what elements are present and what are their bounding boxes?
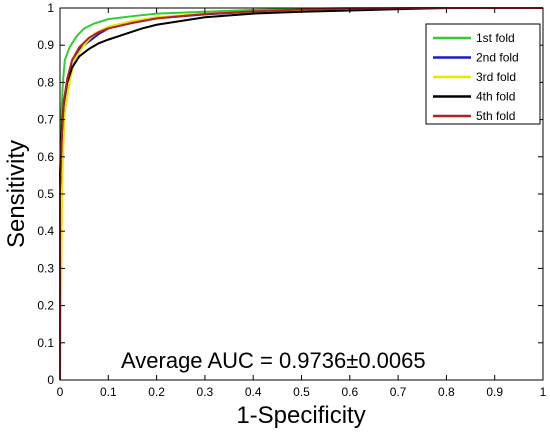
plot-frame <box>59 7 544 381</box>
legend-items: 1st fold 2nd fold 3rd fold 4th fold 5th fold <box>433 31 519 123</box>
x-tick-label: 0 <box>57 385 64 399</box>
y-tick-label: 0.2 <box>37 299 54 313</box>
y-tick-label: 0.7 <box>37 113 54 127</box>
y-tick-label: 0.4 <box>37 224 54 238</box>
x-tick-label: 0.7 <box>390 385 407 399</box>
x-tick-label: 0.3 <box>197 385 214 399</box>
series-line-1 <box>59 7 543 380</box>
x-tick-label: 0.8 <box>438 385 455 399</box>
legend-label: 2nd fold <box>476 51 519 65</box>
x-tick-label: 0.2 <box>148 385 165 399</box>
legend-label: 1st fold <box>476 31 515 45</box>
x-tick-label: 0.9 <box>486 385 503 399</box>
series-line-5 <box>59 7 543 380</box>
x-tick-label: 0.4 <box>245 385 262 399</box>
y-tick-label: 0.3 <box>37 261 54 275</box>
x-axis-title: 1-Specificity <box>236 402 365 429</box>
y-tick-label: 0.5 <box>37 187 54 201</box>
legend-label: 4th fold <box>476 90 515 104</box>
y-tick-label: 0 <box>47 373 54 387</box>
y-tick-label: 0.8 <box>37 75 54 89</box>
x-tick-label: 0.5 <box>293 385 310 399</box>
y-tick-label: 0.6 <box>37 150 54 164</box>
y-tick-label: 0.1 <box>37 336 54 350</box>
y-tick-label: 1 <box>47 1 54 15</box>
x-tick-label: 0.6 <box>341 385 358 399</box>
y-tick-label: 0.9 <box>37 38 54 52</box>
y-axis-title: Sensitivity <box>3 140 30 248</box>
x-tick-label: 0.1 <box>100 385 117 399</box>
x-tick-label: 1 <box>540 385 547 399</box>
ticks-layer: 0 0.1 0.2 0.3 0.4 0.5 0.6 0.7 0.8 0.9 1 0 0.1 0.2 0.3 0… <box>37 1 546 399</box>
auc-annotation: Average AUC = 0.9736±0.0065 <box>121 348 426 373</box>
legend-label: 3rd fold <box>476 70 516 84</box>
legend-box <box>425 23 541 125</box>
legend-label: 5th fold <box>476 109 515 123</box>
legend: 1st fold 2nd fold 3rd fold 4th fold 5th fold <box>425 23 541 125</box>
